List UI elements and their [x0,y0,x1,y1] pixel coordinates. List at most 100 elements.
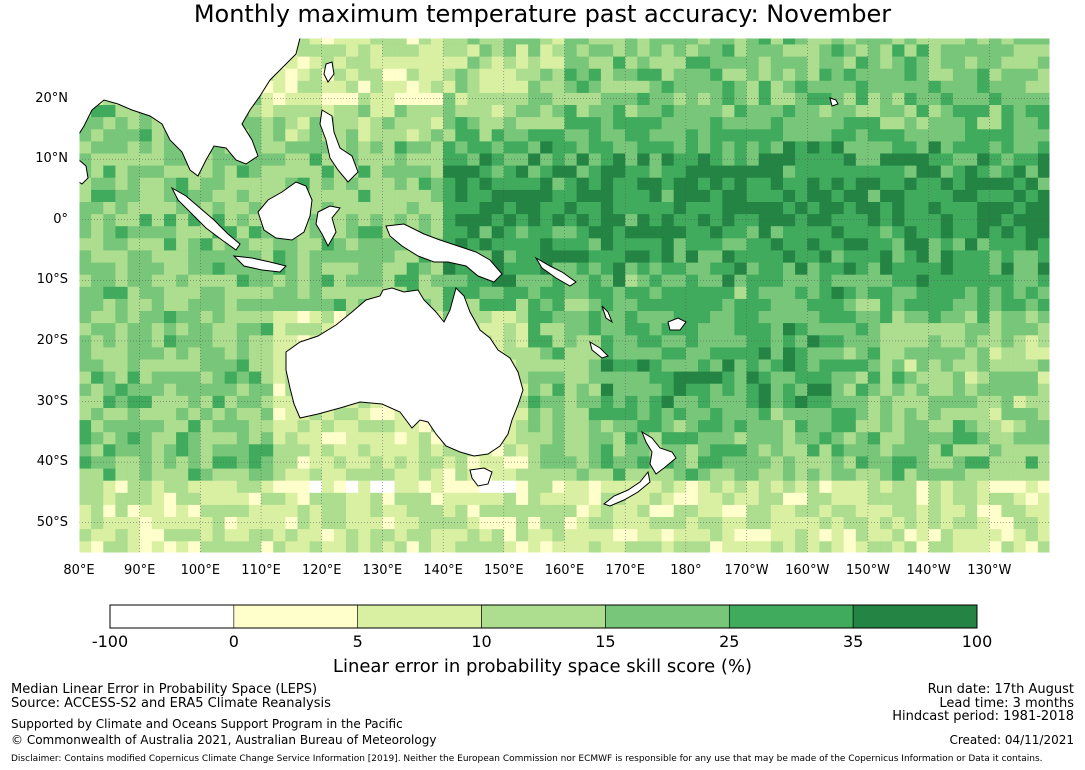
skill-cell [576,189,590,202]
skill-cell [261,528,274,542]
skill-cell [588,104,602,118]
skill-cell [734,92,747,105]
skill-cell [261,419,274,433]
skill-cell [528,68,541,81]
skill-cell [370,104,383,118]
lon-tick-label: 170°E [605,563,645,578]
skill-cell [1037,274,1050,287]
skill-cell [103,347,116,360]
skill-cell [528,492,541,505]
skill-cell [79,419,92,433]
colorbar-tick-label: 25 [719,632,740,651]
skill-cell [333,504,347,517]
skill-cell [176,213,189,227]
skill-cell [770,310,784,324]
skill-cell [916,407,929,421]
skill-cell [770,359,784,372]
skill-cell [649,492,662,505]
skill-cell [843,201,857,215]
skill-cell [261,480,274,493]
skill-cell [1025,189,1039,202]
skill-cell [79,189,92,202]
skill-cell [382,104,395,118]
skill-cell [297,322,310,336]
skill-cell [698,334,711,348]
skill-cell [989,80,1002,93]
skill-cell [588,44,602,57]
skill-cell [977,540,990,553]
skill-cell [576,116,590,130]
skill-cell [819,68,832,81]
skill-cell [588,286,602,299]
skill-cell [698,153,711,166]
skill-cell [880,56,893,69]
skill-cell [989,225,1002,239]
skill-cell [807,516,820,530]
lon-tick-label: 180° [670,563,702,578]
skill-cell [637,44,650,57]
skill-cell [952,383,966,396]
skill-cell [710,104,723,118]
skill-cell [273,128,286,142]
skill-cell [503,274,517,287]
skill-cell [406,141,420,154]
skill-cell [479,492,492,505]
skill-cell [843,116,857,130]
skill-cell [977,347,990,360]
skill-cell [540,359,553,372]
skill-cell [1013,419,1027,433]
skill-cell [758,80,772,93]
colorbar [109,604,978,629]
skill-cell [176,383,189,396]
skill-cell [1025,56,1039,69]
skill-cell [734,334,747,348]
skill-cell [880,407,893,421]
skill-cell [952,38,966,45]
skill-cell [164,504,177,517]
skill-cell [710,165,723,178]
skill-cell [467,56,480,69]
skill-cell [673,528,687,542]
skill-cell [236,274,250,287]
skill-cell [200,298,213,311]
skill-cell [831,44,844,57]
skill-cell [649,262,662,275]
skill-cell [928,407,942,421]
skill-cell [904,165,917,178]
skill-cell [394,443,408,457]
skill-cell [564,262,577,275]
skill-cell [673,68,687,81]
skill-cell [831,38,844,45]
skill-cell [795,431,808,445]
skill-cell [576,250,590,263]
skill-cell [91,480,104,493]
skill-cell [139,298,153,311]
skill-cell [261,177,274,190]
skill-cell [491,286,505,299]
skill-cell [625,250,638,263]
skill-cell [115,250,128,263]
skill-cell [321,480,335,493]
skill-cell [940,286,954,299]
skill-cell [1001,38,1014,45]
skill-cell [807,371,820,384]
skill-cell [977,38,990,45]
skill-cell [503,262,517,275]
skill-cell [516,92,529,105]
skill-cell [588,383,602,396]
skill-cell [261,92,274,105]
skill-cell [333,225,347,239]
skill-cell [843,504,857,517]
skill-cell [91,443,104,457]
skill-cell [431,104,444,118]
skill-cell [819,322,832,336]
skill-cell [576,456,590,469]
skill-cell [819,44,832,57]
skill-cell [333,286,347,299]
skill-cell [528,431,541,445]
skill-cell [989,237,1002,251]
skill-cell [516,141,529,154]
skill-cell [176,371,189,384]
skill-cell [115,141,128,154]
skill-cell [746,480,760,493]
